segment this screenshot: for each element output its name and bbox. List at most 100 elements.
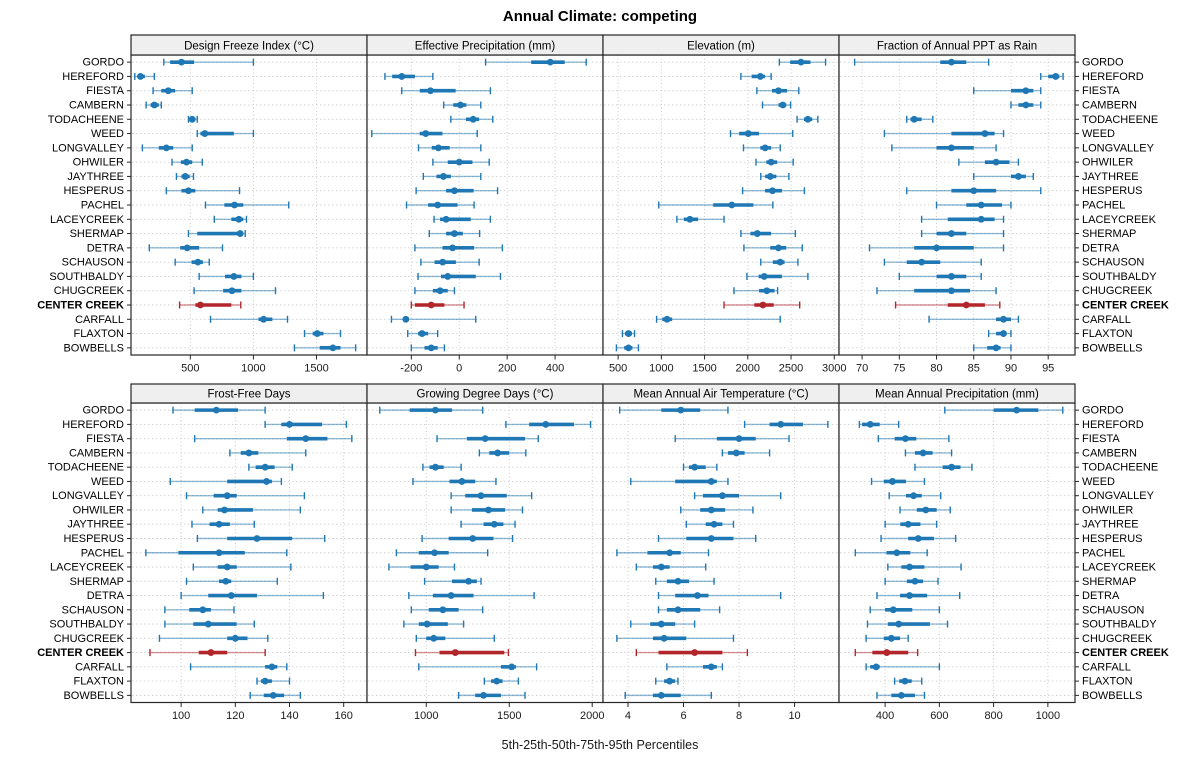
station-label-right: HEREFORD xyxy=(1082,71,1144,83)
panel-strip-title: Effective Precipitation (mm) xyxy=(415,41,556,53)
station-label-right: CAMBERN xyxy=(1082,100,1137,112)
median-dot xyxy=(261,463,269,471)
station-label-left: OHWILER xyxy=(73,157,124,169)
station-label-left: LACEYCREEK xyxy=(50,562,125,574)
median-dot xyxy=(948,273,955,280)
median-dot xyxy=(427,301,435,309)
median-dot xyxy=(1000,315,1007,323)
station-label-left: HEREFORD xyxy=(62,419,124,431)
median-dot xyxy=(707,663,715,671)
median-dot xyxy=(933,244,940,252)
x-tick-label: 1000 xyxy=(649,363,673,375)
median-dot xyxy=(767,158,775,166)
chart-title: Annual Climate: competing xyxy=(503,8,697,25)
median-dot xyxy=(302,435,310,443)
station-label-left: SOUTHBALDY xyxy=(49,619,124,631)
median-dot xyxy=(992,158,1000,166)
station-label-left: SCHAUSON xyxy=(62,257,124,269)
station-label-right: PACHEL xyxy=(1082,200,1125,212)
median-dot xyxy=(230,273,238,280)
panel-4: 100 120 140 160 Frost-Free Days xyxy=(130,383,368,722)
median-dot xyxy=(222,577,230,585)
median-dot xyxy=(657,691,665,699)
panel-3: 70 75 80 85 90 95 Fraction of Annual PPT as Ra… xyxy=(838,34,1076,375)
median-dot xyxy=(694,592,701,599)
median-dot xyxy=(707,535,715,542)
station-label-right: TODACHEENE xyxy=(1082,114,1158,126)
median-dot xyxy=(883,649,891,656)
median-dot xyxy=(201,130,209,137)
median-dot xyxy=(194,258,202,266)
median-dot xyxy=(906,592,913,599)
median-dot xyxy=(744,130,752,137)
station-label-right: HESPERUS xyxy=(1082,185,1143,197)
station-label-left: PACHEL xyxy=(81,200,124,212)
station-label-left: SOUTHBALDY xyxy=(49,271,124,283)
station-label-right: LONGVALLEY xyxy=(1082,142,1155,154)
x-tick-label: -200 xyxy=(400,363,422,375)
station-label-left: TODACHEENE xyxy=(48,462,124,474)
panel-strip-title: Design Freeze Index (°C) xyxy=(184,41,314,53)
median-dot xyxy=(887,634,895,642)
median-dot xyxy=(677,406,685,414)
chart-caption: 5th-25th-50th-75th-95th Percentiles xyxy=(502,738,699,752)
median-dot xyxy=(910,492,917,500)
median-dot xyxy=(906,563,913,571)
median-dot xyxy=(422,130,430,137)
median-dot xyxy=(766,173,774,180)
station-label-right: HESPERUS xyxy=(1082,533,1143,545)
station-label-left: FLAXTON xyxy=(73,328,124,340)
median-dot xyxy=(197,301,204,309)
median-dot xyxy=(625,330,632,337)
median-dot xyxy=(181,173,189,180)
station-label-right: WEED xyxy=(1082,128,1115,140)
panel-5: 1000 1500 2000 Growing Degree Days (°C) xyxy=(366,383,604,722)
median-dot xyxy=(269,691,277,699)
median-dot xyxy=(902,435,909,443)
median-dot xyxy=(434,144,442,152)
median-dot xyxy=(970,187,978,195)
station-label-left: LONGVALLEY xyxy=(52,142,125,154)
median-dot xyxy=(691,463,699,471)
median-dot xyxy=(204,620,212,628)
panel-strip-title: Mean Annual Air Temperature (°C) xyxy=(633,389,808,401)
median-dot xyxy=(164,87,172,95)
median-dot xyxy=(1022,87,1030,95)
median-dot xyxy=(434,201,442,209)
median-dot xyxy=(469,535,477,542)
station-label-left: WEED xyxy=(91,476,124,488)
median-dot xyxy=(775,244,782,252)
median-dot xyxy=(918,258,926,266)
station-label-right: DETRA xyxy=(1082,590,1120,602)
median-dot xyxy=(760,273,768,280)
median-dot xyxy=(268,663,276,671)
median-dot xyxy=(776,258,784,266)
x-tick-label: 1500 xyxy=(304,363,328,375)
median-dot xyxy=(228,287,236,295)
x-tick-label: 500 xyxy=(609,363,627,375)
median-dot xyxy=(451,187,458,195)
x-tick-label: 800 xyxy=(984,710,1002,722)
station-label-left: TODACHEENE xyxy=(48,114,124,126)
x-tick-label: 1000 xyxy=(414,710,438,722)
panel-strip-title: Elevation (m) xyxy=(687,41,755,53)
x-tick-label: 1500 xyxy=(497,710,521,722)
median-dot xyxy=(804,115,812,123)
median-dot xyxy=(150,101,158,109)
median-dot xyxy=(235,215,243,223)
median-dot xyxy=(753,230,761,237)
median-dot xyxy=(253,535,261,542)
median-dot xyxy=(666,549,674,557)
median-dot xyxy=(490,520,498,528)
median-dot xyxy=(542,420,550,428)
station-label-right: CAMBERN xyxy=(1082,447,1137,459)
station-label-left: BOWBELLS xyxy=(63,690,124,702)
median-dot xyxy=(948,287,955,295)
median-dot xyxy=(508,663,516,671)
station-label-left: PACHEL xyxy=(81,547,124,559)
median-dot xyxy=(457,101,464,109)
station-label-right: FLAXTON xyxy=(1082,328,1133,340)
median-dot xyxy=(223,563,231,571)
median-dot xyxy=(485,506,492,514)
median-dot xyxy=(779,101,787,109)
